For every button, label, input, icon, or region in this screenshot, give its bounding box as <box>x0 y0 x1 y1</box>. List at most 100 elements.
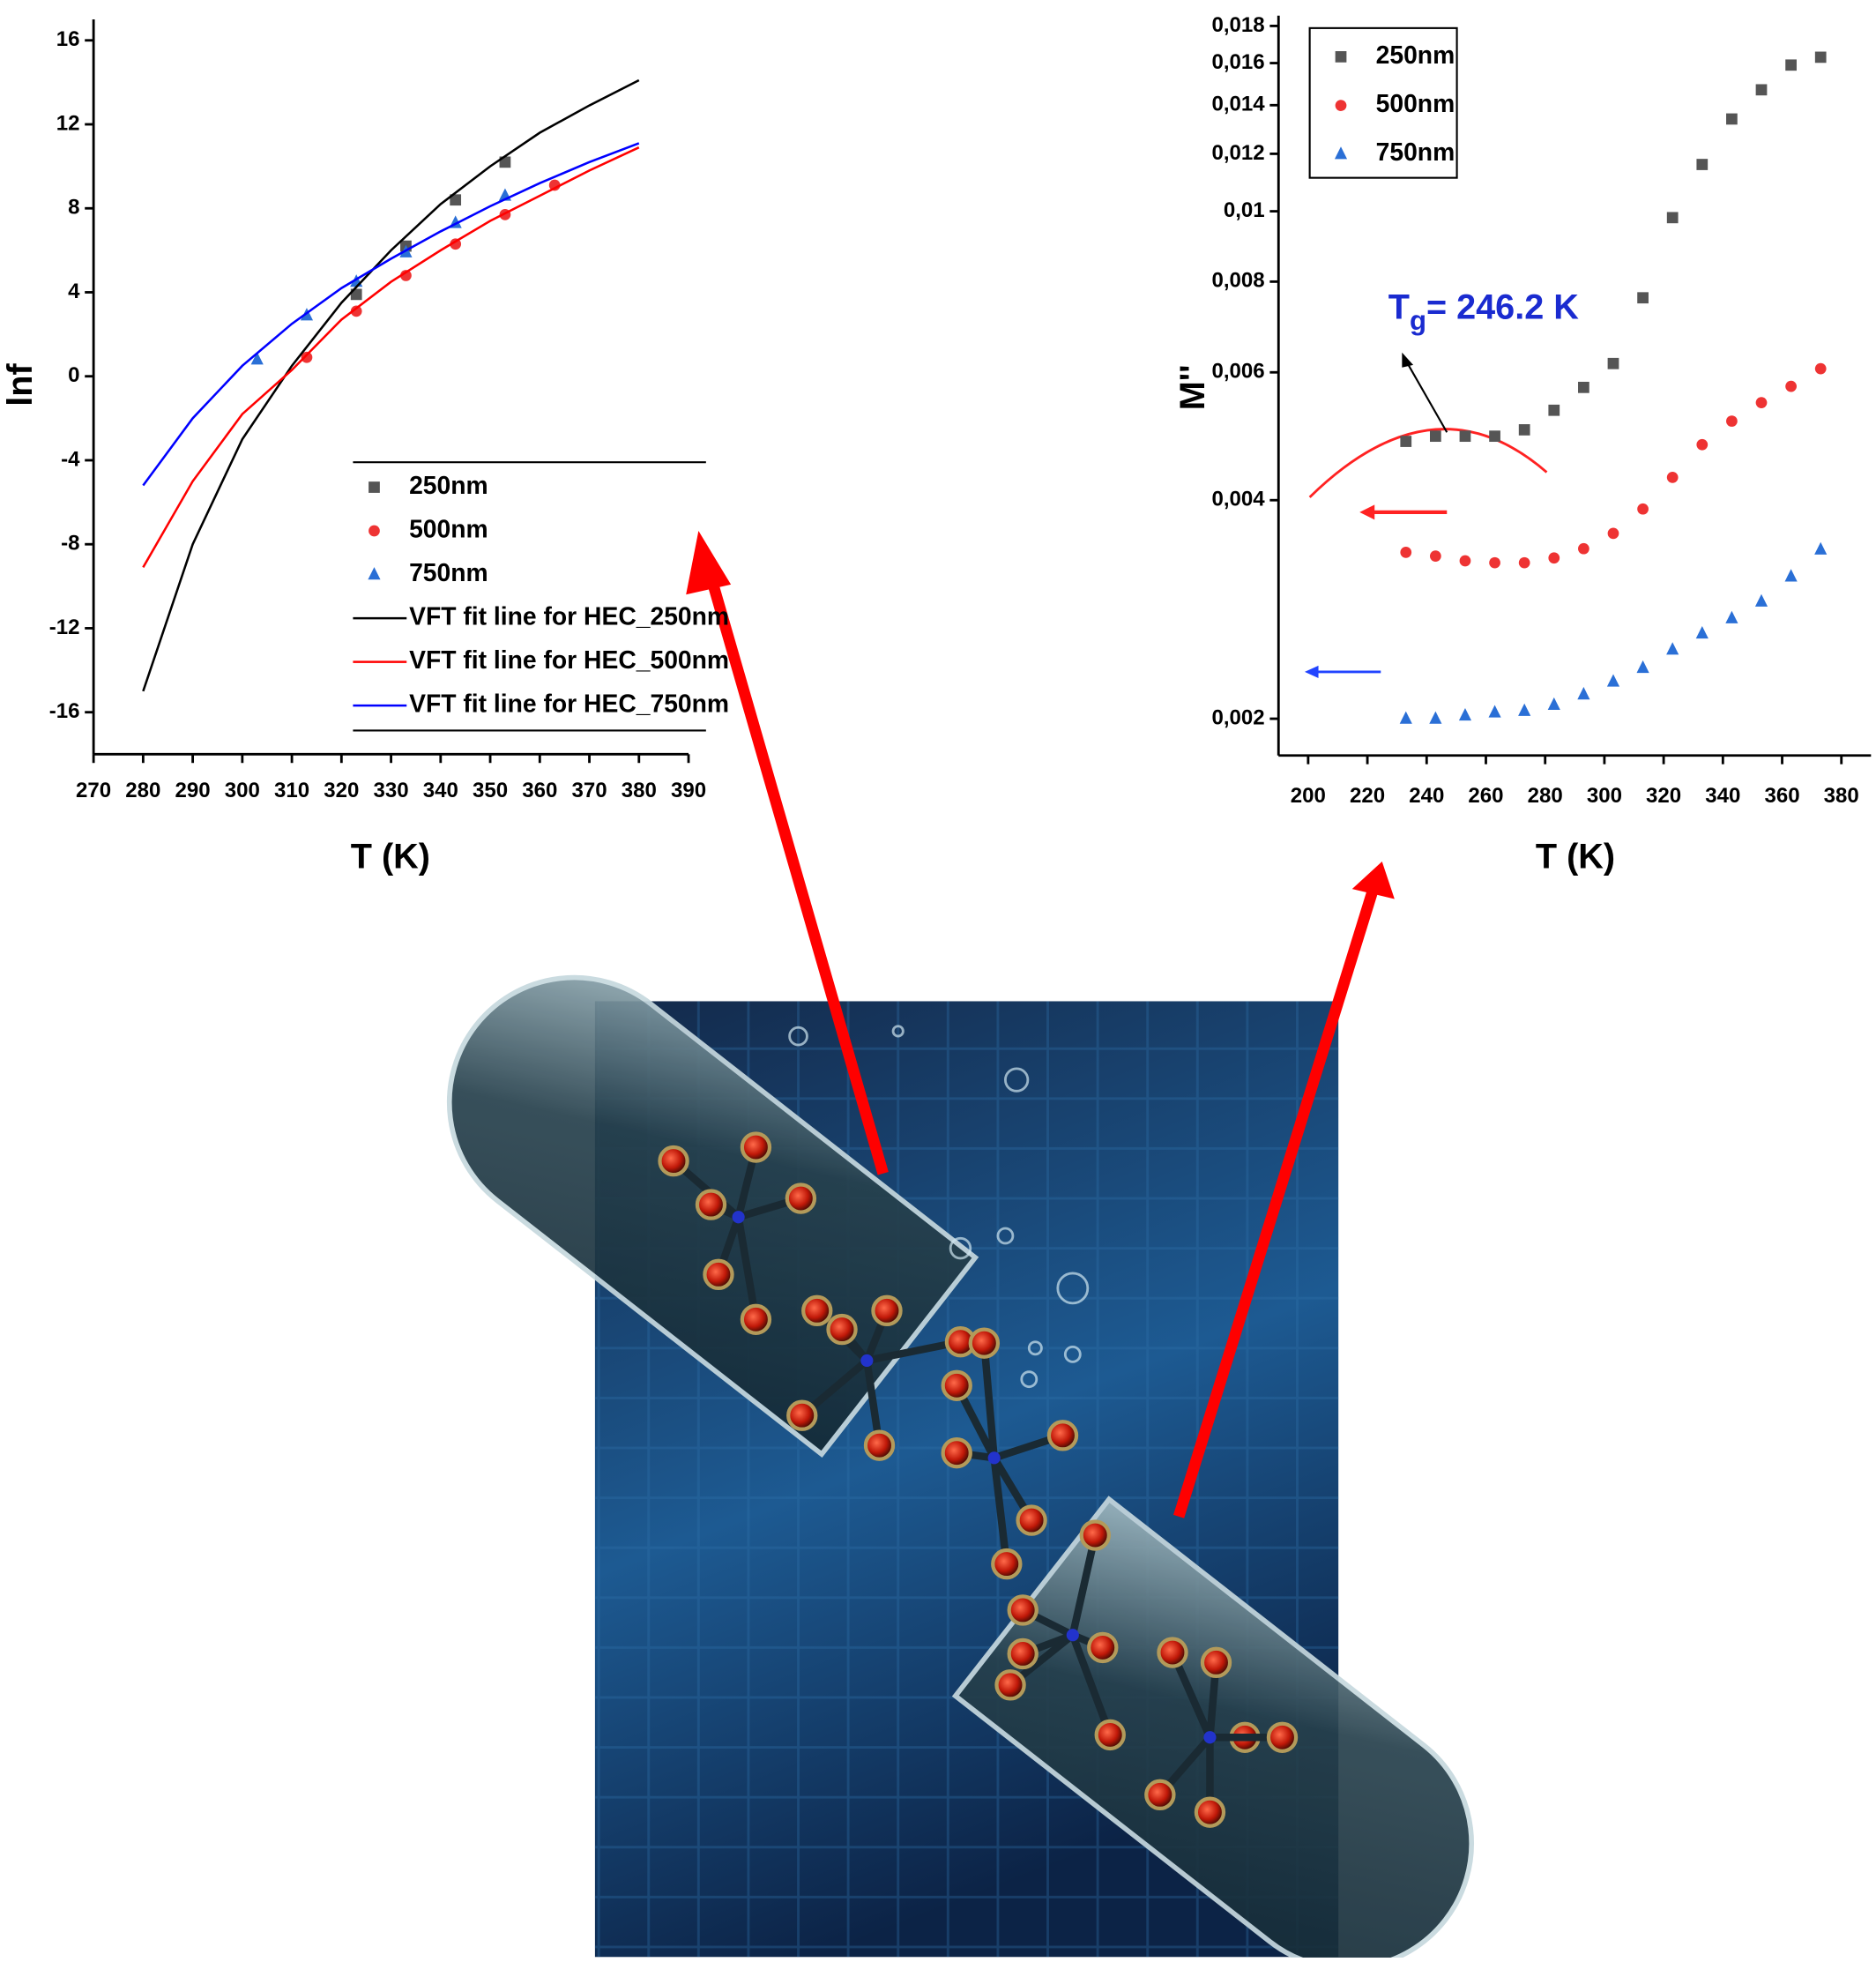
legend-label: 750nm <box>409 558 488 586</box>
point <box>1637 503 1649 515</box>
point <box>1784 569 1798 582</box>
molecule-core <box>1203 1731 1217 1744</box>
x-tick-label: 220 <box>1350 784 1385 808</box>
point <box>1666 471 1679 483</box>
y-tick-label: 12 <box>56 111 80 135</box>
y-tick-label: 0,01 <box>1224 198 1265 222</box>
chart: -16 -12 -8 -4 0 4 8 12 16 270 280 290 300 310 320 330 34… <box>1 19 729 877</box>
molecule-atom <box>658 1145 689 1177</box>
molecule-atom <box>941 1369 972 1401</box>
point <box>1399 711 1412 724</box>
molecule-atom <box>1200 1646 1232 1679</box>
point <box>301 351 313 363</box>
legend-swatch <box>1335 51 1347 63</box>
molecule-atom <box>1266 1721 1299 1753</box>
point <box>1785 59 1797 71</box>
molecule-core <box>860 1354 874 1368</box>
x-tick-label: 270 <box>76 779 111 802</box>
x-axis-title: T (K) <box>1536 838 1615 877</box>
molecule-atom <box>1194 1796 1226 1828</box>
point <box>1754 593 1768 607</box>
tg-annotation: Tg= 246.2 K <box>1388 288 1579 336</box>
y-axis-title: lnf <box>1 363 40 407</box>
x-tick-label: 290 <box>175 779 211 802</box>
y-tick-label: 8 <box>68 196 79 220</box>
point <box>1755 84 1768 96</box>
legend-label: VFT fit line for HEC_250nm <box>409 602 729 630</box>
point <box>1755 397 1768 408</box>
molecule-bond <box>863 1338 964 1365</box>
x-tick-label: 390 <box>671 779 706 802</box>
y-tick-label: -8 <box>61 532 79 556</box>
molecule-bond <box>990 1454 1011 1568</box>
y-tick-label: 0,004 <box>1212 488 1266 511</box>
point <box>1726 113 1738 125</box>
y-tick-label: 0,016 <box>1212 50 1265 74</box>
y-tick-label: 0 <box>68 363 79 387</box>
x-tick-label: 360 <box>522 779 557 802</box>
point <box>1666 642 1679 655</box>
molecule-atom <box>1094 1719 1126 1751</box>
y-tick-label: -12 <box>49 615 80 639</box>
molecule-atom <box>941 1436 972 1469</box>
point <box>1429 711 1442 724</box>
legend-label: 500nm <box>1376 89 1455 117</box>
point <box>1696 159 1708 170</box>
y-tick-label: -16 <box>49 699 80 723</box>
point <box>350 305 362 317</box>
molecule-bond <box>980 1339 998 1462</box>
molecule-atom <box>1046 1420 1079 1451</box>
point <box>1607 357 1619 369</box>
molecule-atom <box>991 1548 1023 1580</box>
molecule-atom <box>1157 1637 1188 1668</box>
point <box>1518 556 1530 569</box>
y-tick-label: 4 <box>68 280 80 303</box>
point <box>1636 660 1649 674</box>
y-axis-title: M'' <box>1173 364 1212 410</box>
legend-swatch <box>368 567 381 580</box>
chart: 0,002 0,004 0,006 0,008 0,01 0,012 0,014 0,016 0… <box>1173 13 1872 877</box>
x-tick-label: 360 <box>1764 784 1799 808</box>
molecule-atom <box>994 1669 1026 1701</box>
molecule-atom <box>1007 1637 1038 1670</box>
x-tick-label: 200 <box>1291 784 1326 808</box>
point <box>450 194 462 206</box>
y-tick-label: 0,006 <box>1212 360 1265 384</box>
y-tick-label: 16 <box>56 27 80 51</box>
point <box>1429 550 1441 562</box>
x-tick-label: 340 <box>1705 784 1740 808</box>
point <box>1458 708 1472 721</box>
point <box>1488 705 1501 718</box>
molecule-atom <box>1016 1504 1047 1536</box>
legend-label: VFT fit line for HEC_500nm <box>409 645 729 674</box>
point <box>1489 556 1500 569</box>
molecule-atom <box>1007 1594 1038 1626</box>
legend-label: 750nm <box>1376 138 1455 166</box>
point <box>1726 415 1738 427</box>
point <box>1577 687 1590 700</box>
molecule-bond <box>734 1213 760 1324</box>
x-tick-label: 240 <box>1409 784 1444 808</box>
fit-line <box>142 142 640 487</box>
annotation-graphics <box>1304 352 1548 679</box>
fit-line <box>142 78 640 692</box>
point <box>1814 51 1827 63</box>
point <box>1459 555 1471 567</box>
point <box>1814 362 1827 375</box>
illustration <box>446 974 1475 1962</box>
point <box>1459 430 1471 443</box>
point <box>1666 212 1679 224</box>
pointer-arrows <box>686 531 1395 1518</box>
legend-swatch <box>368 525 380 537</box>
molecule-atom <box>863 1429 896 1461</box>
point <box>1548 552 1560 564</box>
molecule-atom <box>871 1294 903 1327</box>
x-tick-label: 320 <box>1646 784 1681 808</box>
legend-swatch <box>368 481 380 493</box>
molecule-atom <box>695 1189 727 1220</box>
point <box>1606 674 1620 687</box>
x-tick-label: 350 <box>473 779 508 802</box>
point <box>1725 610 1738 623</box>
molecule-bond <box>1068 1531 1099 1639</box>
fit-line <box>142 146 640 569</box>
